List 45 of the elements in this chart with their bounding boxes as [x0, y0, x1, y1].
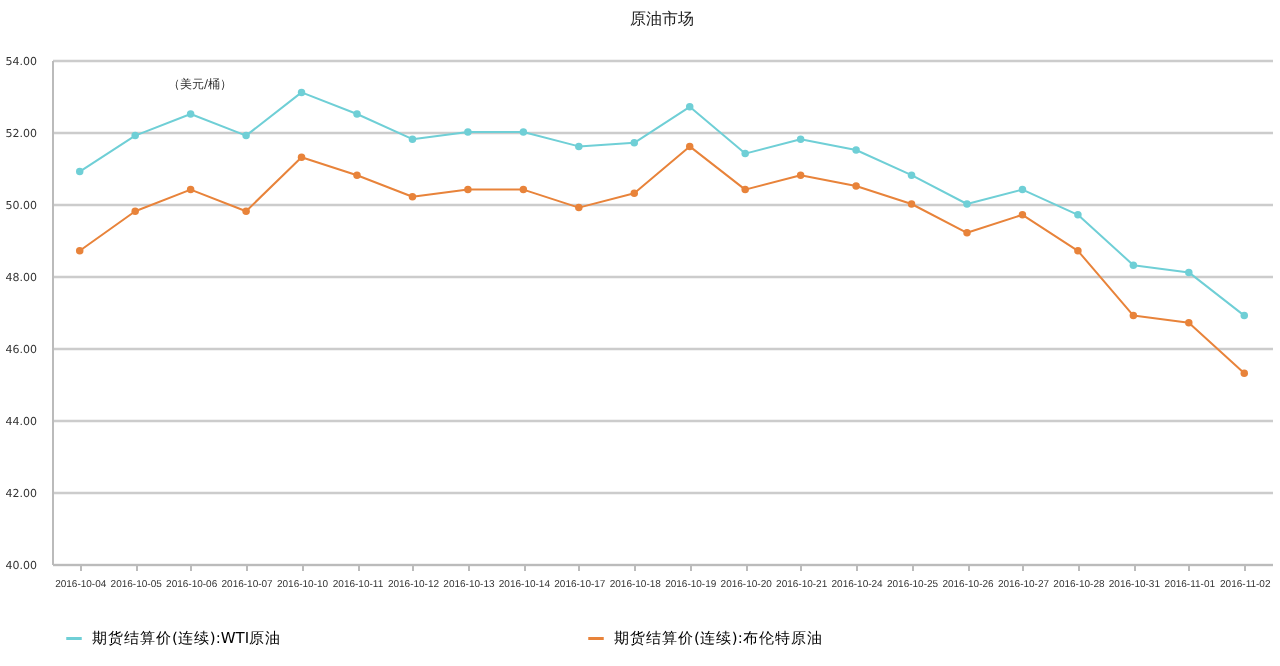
- point: [741, 149, 749, 158]
- point: [75, 247, 84, 255]
- point: [1018, 211, 1027, 219]
- point: [963, 200, 971, 208]
- point: [1240, 311, 1249, 320]
- point: [186, 110, 195, 118]
- point: [852, 146, 860, 154]
- point: [242, 207, 250, 215]
- point: [519, 185, 528, 194]
- point: [575, 142, 583, 151]
- point: [796, 171, 805, 179]
- point: [685, 103, 694, 111]
- point: [408, 135, 417, 143]
- point: [75, 167, 84, 176]
- point: [575, 203, 583, 212]
- point: [186, 185, 195, 194]
- point: [963, 229, 971, 237]
- point: [907, 200, 916, 208]
- point: [1074, 211, 1082, 219]
- point: [519, 128, 528, 136]
- point: [353, 171, 361, 179]
- point: [131, 131, 139, 140]
- chart-title: 原油市场: [630, 10, 694, 28]
- point: [1018, 185, 1027, 194]
- point: [297, 153, 306, 161]
- point: [131, 207, 139, 215]
- point: [464, 185, 472, 194]
- point: [685, 142, 694, 151]
- point: [408, 193, 417, 201]
- point: [1074, 247, 1082, 255]
- point: [796, 135, 805, 143]
- point: [242, 131, 250, 140]
- point: [852, 182, 860, 190]
- point: [1185, 319, 1193, 327]
- point: [1185, 268, 1193, 277]
- point: [297, 88, 306, 97]
- point: [1129, 261, 1138, 269]
- point: [741, 185, 749, 194]
- point: [630, 139, 639, 147]
- point: [630, 189, 639, 197]
- point: [907, 171, 916, 179]
- point: [353, 110, 361, 118]
- point: [1240, 369, 1249, 377]
- point: [1129, 311, 1138, 320]
- point: [464, 128, 472, 136]
